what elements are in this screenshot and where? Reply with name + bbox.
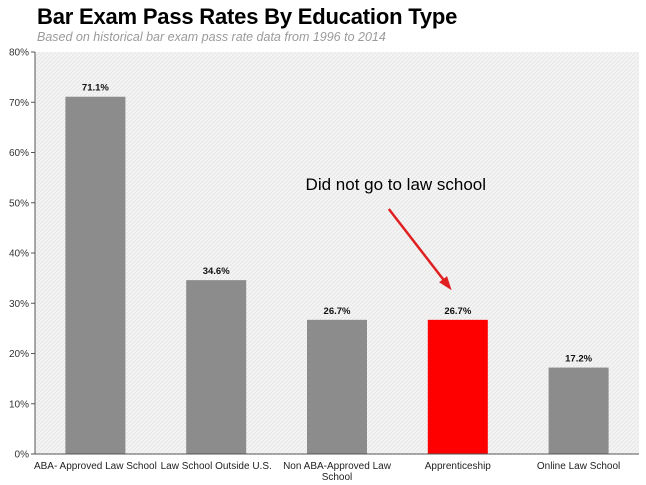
y-tick-label: 10% [9,399,29,410]
bar [427,319,488,454]
y-tick-label: 0% [15,450,30,461]
y-tick-label: 80% [9,48,29,59]
y-tick-label: 60% [9,148,29,159]
data-label: 26.7% [324,306,351,317]
data-label: 71.1% [82,83,109,94]
x-category-label: Law School Outside U.S. [161,461,272,472]
x-category-label: ABA- Approved Law School [34,461,157,472]
data-label: 26.7% [444,306,471,317]
annotation-text: Did not go to law school [306,175,487,194]
x-category-label: Apprenticeship [425,461,492,472]
y-tick-label: 70% [9,98,29,109]
y-tick-label: 20% [9,349,29,360]
bar [307,319,367,454]
chart-title: Bar Exam Pass Rates By Education Type [37,4,458,29]
chart-subtitle: Based on historical bar exam pass rate d… [37,30,386,44]
data-label: 34.6% [203,266,230,277]
annotation-arrowhead [439,276,452,291]
x-category-label: Online Law School [537,461,620,472]
y-tick-label: 40% [9,249,29,260]
data-label: 17.2% [565,354,592,365]
annotation-arrow [387,208,451,289]
bar [65,96,126,454]
bar [548,367,609,454]
x-category-label: Non ABA-Approved Law School [283,461,392,483]
y-tick-label: 50% [9,198,29,209]
y-tick-label: 30% [9,299,29,310]
bar [186,280,247,454]
